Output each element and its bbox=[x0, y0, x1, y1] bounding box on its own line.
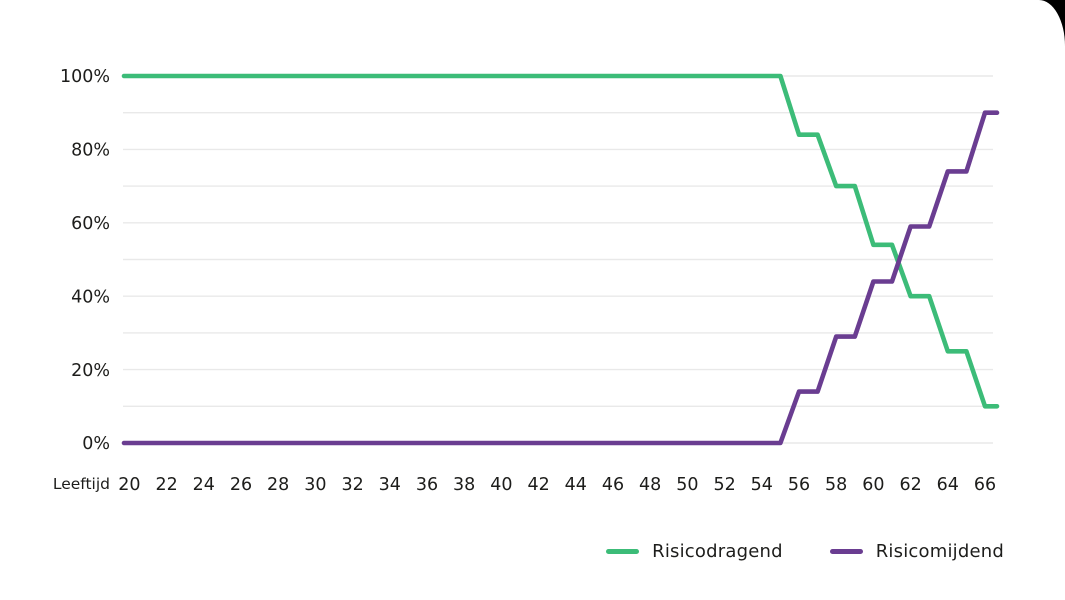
x-tick-label: 34 bbox=[379, 475, 401, 495]
legend-item-risicomijdend: Risicomijdend bbox=[829, 541, 1004, 562]
x-tick-label: 36 bbox=[416, 475, 438, 495]
y-tick-label: 40% bbox=[71, 287, 110, 307]
x-tick-label: 48 bbox=[639, 475, 661, 495]
x-axis-label: Leeftijd bbox=[53, 475, 110, 493]
legend-item-risicodragend: Risicodragend bbox=[606, 541, 783, 562]
x-tick-label: 64 bbox=[937, 475, 959, 495]
x-tick-label: 58 bbox=[825, 475, 847, 495]
x-tick-label: 52 bbox=[713, 475, 735, 495]
y-tick-label: 80% bbox=[71, 141, 110, 161]
legend-swatch-risicomijdend-icon bbox=[829, 549, 863, 554]
x-tick-label: 28 bbox=[267, 475, 289, 495]
legend-label-risicomijdend: Risicomijdend bbox=[875, 541, 1004, 562]
x-tick-label: 40 bbox=[490, 475, 512, 495]
x-tick-label: 50 bbox=[676, 475, 698, 495]
chart-legend: Risicodragend Risicomijdend bbox=[606, 541, 1004, 562]
x-tick-label: 66 bbox=[974, 475, 996, 495]
series-line-risicomijdend bbox=[121, 110, 1000, 446]
x-tick-label: 38 bbox=[453, 475, 475, 495]
y-tick-label: 100% bbox=[60, 67, 110, 87]
x-tick-label: 56 bbox=[788, 475, 810, 495]
y-tick-label: 20% bbox=[71, 361, 110, 381]
x-tick-label: 44 bbox=[565, 475, 587, 495]
x-tick-label: 42 bbox=[527, 475, 549, 495]
x-tick-label: 30 bbox=[304, 475, 326, 495]
x-tick-label: 60 bbox=[862, 475, 884, 495]
x-tick-label: 22 bbox=[155, 475, 177, 495]
y-tick-label: 0% bbox=[82, 434, 110, 454]
gridlines bbox=[123, 75, 993, 444]
x-tick-label: 20 bbox=[118, 475, 140, 495]
legend-swatch-risicodragend-icon bbox=[606, 549, 640, 554]
y-tick-label: 60% bbox=[71, 214, 110, 234]
x-tick-label: 32 bbox=[341, 475, 363, 495]
x-tick-label: 26 bbox=[230, 475, 252, 495]
x-tick-label: 62 bbox=[899, 475, 921, 495]
series-line-risicodragend bbox=[121, 73, 1000, 409]
x-tick-label: 54 bbox=[751, 475, 773, 495]
x-tick-label: 24 bbox=[193, 475, 215, 495]
legend-label-risicodragend: Risicodragend bbox=[652, 541, 783, 562]
x-tick-label: 46 bbox=[602, 475, 624, 495]
